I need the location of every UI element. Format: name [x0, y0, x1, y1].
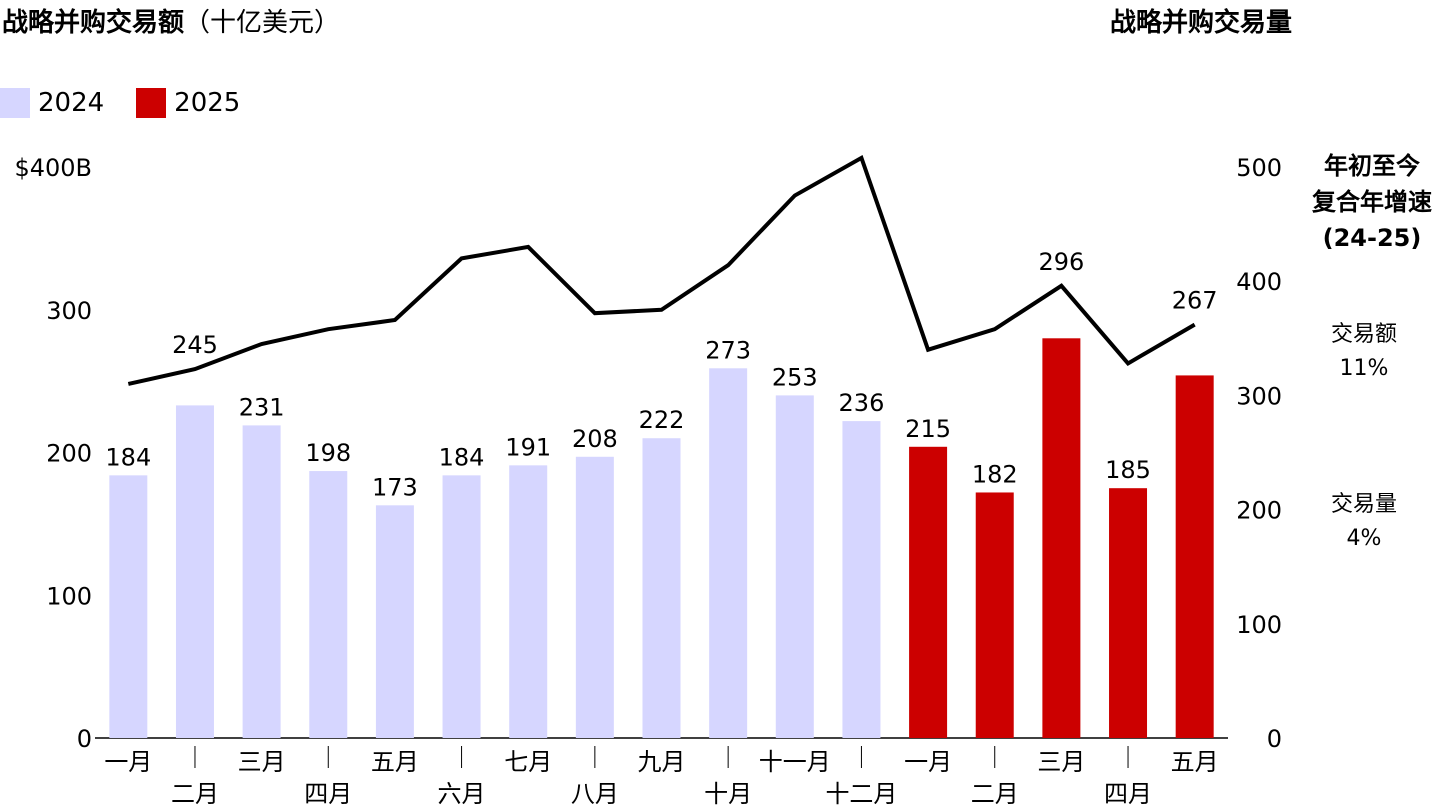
- x-axis-category-label: 九月: [638, 748, 686, 776]
- bar-2024-4: [375, 505, 414, 738]
- bar-2024-11: [842, 421, 881, 738]
- deal-volume-line: [127, 154, 1196, 386]
- x-axis-category-label: 四月: [304, 780, 352, 808]
- left-axis-tick-label: 0: [77, 725, 92, 753]
- cagr-volume-pct: 4%: [1346, 526, 1382, 551]
- x-axis-category-label: 十一月: [759, 748, 831, 776]
- bar-value-label: 191: [505, 433, 551, 461]
- left-axis-tick-label: 100: [46, 582, 92, 610]
- left-title-unit: （十亿美元）: [184, 8, 341, 38]
- cagr-title: 年初至今 复合年增速 (24-25): [1308, 148, 1436, 256]
- x-axis-category-label: 二月: [971, 780, 1019, 808]
- bar-value-label: 182: [972, 460, 1018, 488]
- left-axis-tick-label: 300: [46, 297, 92, 325]
- bar-value-label: 222: [639, 406, 685, 434]
- x-axis-category-label: 十月: [704, 780, 752, 808]
- right-axis-tick-label: 100: [1236, 611, 1282, 639]
- x-axis-category-label: 二月: [171, 780, 219, 808]
- line-value-label: 267: [1172, 287, 1218, 315]
- cagr-title-line-3: (24-25): [1322, 224, 1422, 252]
- legend-item-2024: 2024: [0, 88, 104, 118]
- bar-value-label: 215: [905, 415, 951, 443]
- x-axis-category-label: 七月: [504, 748, 552, 776]
- bar-2024-1: [175, 405, 214, 738]
- bar-2024-6: [509, 465, 548, 738]
- bar-value-label: 184: [105, 443, 151, 471]
- x-axis-category-label: 五月: [371, 748, 419, 776]
- cagr-title-line-1: 年初至今: [1324, 152, 1420, 180]
- cagr-value-block: 交易额 11%: [1308, 318, 1420, 386]
- bar-value-label: 173: [372, 473, 418, 501]
- x-axis-category-label: 一月: [104, 748, 152, 776]
- bar-2024-3: [309, 471, 348, 738]
- legend-swatch-2025: [136, 88, 167, 118]
- bar-2024-0: [109, 475, 148, 738]
- bar-2025-16: [1175, 375, 1214, 738]
- bar-value-label: 273: [705, 336, 751, 364]
- bar-2024-7: [575, 456, 614, 738]
- bar-value-label: 198: [305, 439, 351, 467]
- x-axis-category-label: 三月: [238, 748, 286, 776]
- bar-value-label: 208: [572, 425, 618, 453]
- bar-2024-8: [642, 438, 681, 738]
- legend-swatch-2024: [0, 88, 30, 118]
- legend-item-2025: 2025: [136, 88, 240, 118]
- legend: 2024 2025: [0, 88, 272, 118]
- bar-2024-9: [709, 368, 748, 738]
- bar-value-label: 184: [439, 443, 485, 471]
- bar-2025-15: [1109, 488, 1148, 738]
- legend-label-2024: 2024: [38, 88, 105, 118]
- right-axis-tick-label: 300: [1236, 382, 1282, 410]
- cagr-value-pct: 11%: [1339, 356, 1389, 381]
- x-axis-category-label: 四月: [1104, 780, 1152, 808]
- x-axis-category-label: 六月: [438, 780, 486, 808]
- x-axis-category-label: 五月: [1171, 748, 1219, 776]
- bar-2025-13: [975, 492, 1014, 738]
- right-chart-title: 战略并购交易量: [1109, 8, 1292, 38]
- right-axis-tick-label: 400: [1236, 268, 1282, 296]
- bar-value-label: 231: [239, 393, 285, 421]
- cagr-value-label: 交易额: [1330, 322, 1397, 347]
- bar-2024-2: [242, 425, 281, 738]
- right-axis-tick-label: 0: [1267, 725, 1282, 753]
- left-axis-tick-label: 200: [46, 440, 92, 468]
- cagr-volume-block: 交易量 4%: [1308, 488, 1420, 556]
- x-axis-category-label: 八月: [571, 780, 619, 808]
- line-value-label: 296: [1038, 248, 1084, 276]
- bar-value-label: 253: [772, 363, 818, 391]
- bar-2024-10: [775, 395, 814, 738]
- line-value-label: 245: [172, 331, 218, 359]
- x-axis-category-label: 三月: [1037, 748, 1085, 776]
- cagr-title-line-2: 复合年增速: [1312, 188, 1432, 216]
- bar-value-label: 185: [1105, 456, 1151, 484]
- left-axis-tick-label: $400B: [14, 154, 92, 182]
- legend-label-2025: 2025: [174, 88, 241, 118]
- left-chart-title: 战略并购交易额（十亿美元）: [2, 2, 340, 39]
- right-axis-tick-label: 200: [1236, 497, 1282, 525]
- bar-value-label: 236: [839, 389, 885, 417]
- cagr-volume-label: 交易量: [1330, 492, 1397, 517]
- bar-2025-14: [1042, 338, 1081, 738]
- x-axis-category-label: 一月: [904, 748, 952, 776]
- bar-2025-12: [909, 446, 948, 738]
- bar-2024-5: [442, 475, 481, 738]
- left-title-main: 战略并购交易额: [2, 8, 185, 38]
- right-axis-tick-label: 500: [1236, 154, 1282, 182]
- x-axis-category-label: 十二月: [825, 780, 897, 808]
